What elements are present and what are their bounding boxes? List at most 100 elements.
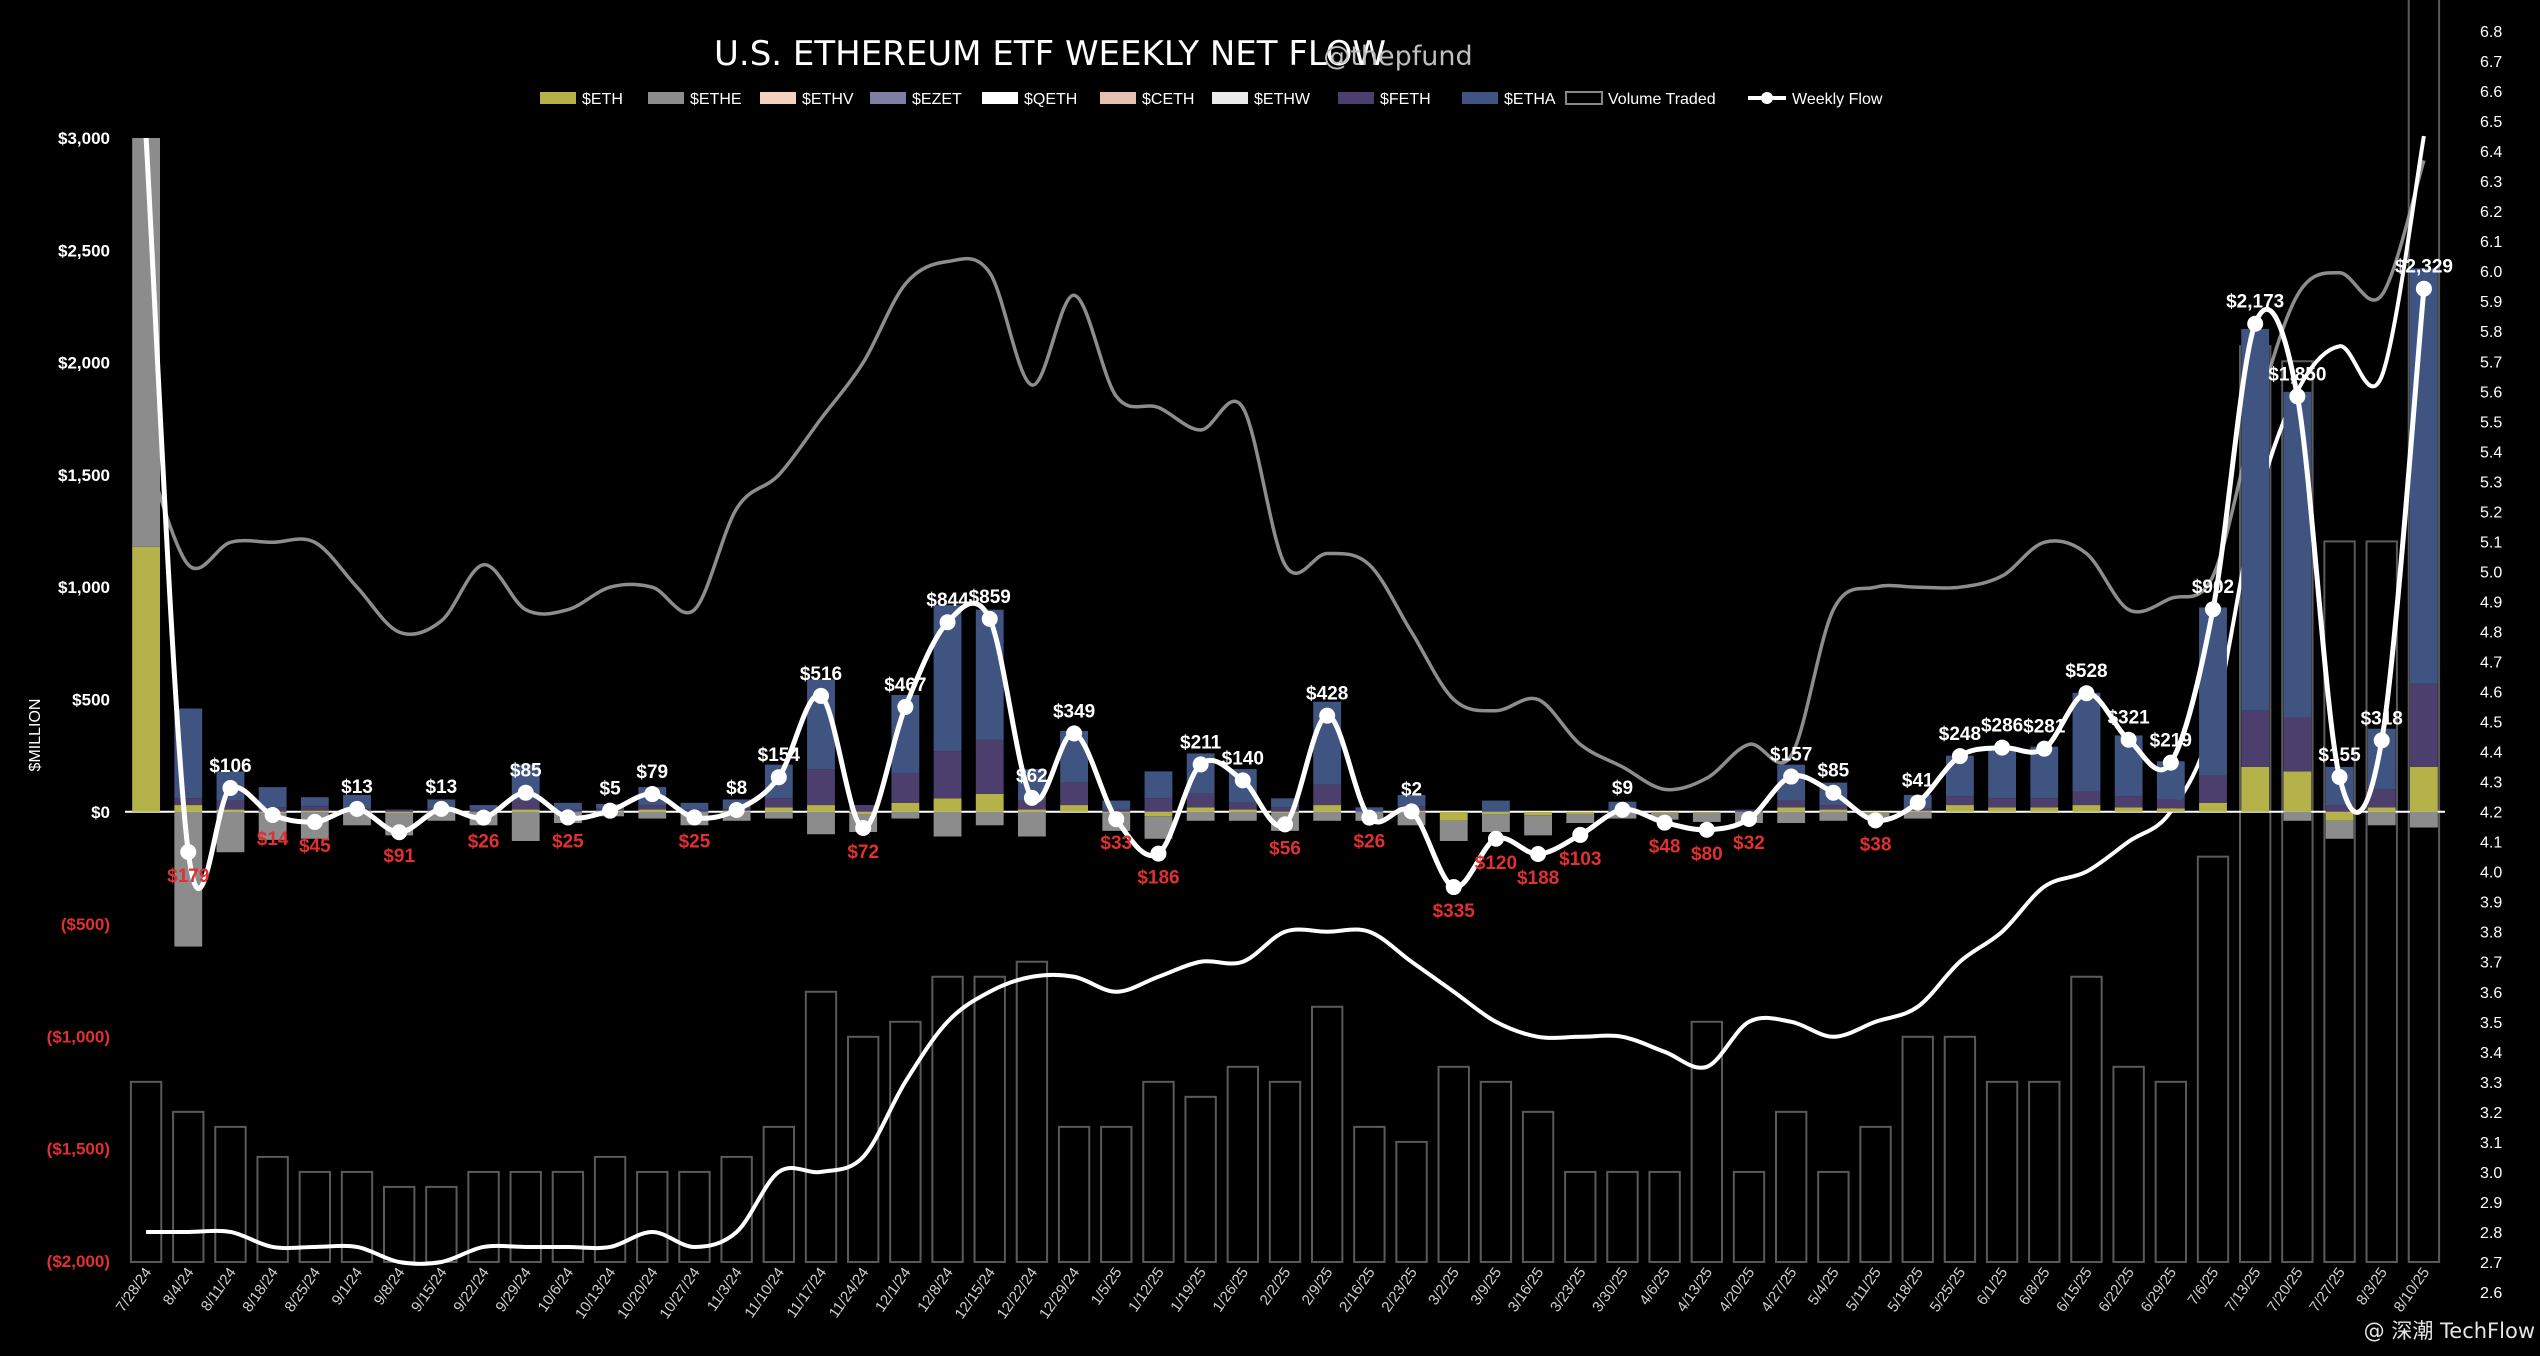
weekly-flow-point xyxy=(981,610,998,627)
bar-ethe xyxy=(975,811,1004,826)
bar-etha xyxy=(1397,794,1426,807)
bar-etha xyxy=(2409,268,2438,684)
y2-tick-label: 6.5 xyxy=(2480,114,2502,131)
x-tick-label: 6/22/25 xyxy=(2095,1265,2138,1316)
volume-bar xyxy=(551,1170,585,1263)
volume-bar xyxy=(2323,540,2356,1263)
flow-data-label: $41 xyxy=(1902,771,1934,792)
bar-feth xyxy=(2114,796,2143,808)
weekly-flow-point xyxy=(433,800,450,817)
volume-bar xyxy=(1859,1125,1892,1263)
weekly-flow-point xyxy=(1572,826,1589,843)
bar-ethe xyxy=(2409,811,2438,828)
bar-ethe xyxy=(891,811,920,819)
volume-bar xyxy=(973,975,1006,1263)
flow-data-label: $186 xyxy=(1137,868,1179,889)
y-axis-right: 6.8 6.7 6.6 6.5 6.4 6.3 6.2 6.1 6.0 5.9 5.8 5.7 5.6 5… xyxy=(2480,24,2502,1302)
bar-eth xyxy=(2283,771,2312,812)
y2-tick-label: 3.3 xyxy=(2480,1075,2502,1092)
bar-eth xyxy=(1439,811,1468,821)
y2-tick-label: 2.8 xyxy=(2480,1225,2502,1242)
volume-bar xyxy=(1648,1170,1681,1263)
bar-etha xyxy=(1481,800,1510,812)
bar-ethe xyxy=(343,811,371,826)
y2-tick-label: 2.7 xyxy=(2480,1255,2502,1272)
x-tick-label: 9/15/24 xyxy=(408,1265,451,1316)
flow-data-label: $155 xyxy=(2318,745,2361,766)
flow-data-label: $26 xyxy=(1354,832,1386,853)
bar-eth xyxy=(1988,807,2017,812)
bar-eth xyxy=(300,810,329,812)
bar-eth xyxy=(2409,766,2438,812)
y2-tick-label: 2.6 xyxy=(2480,1285,2502,1302)
y2-tick-label: 3.0 xyxy=(2480,1165,2502,1182)
weekly-flow-point xyxy=(1783,768,1800,785)
weekly-flow-point xyxy=(559,809,576,826)
bar-eth xyxy=(2030,807,2059,812)
flow-data-label: $349 xyxy=(1053,701,1095,722)
legend-label: $ETHE xyxy=(690,91,742,108)
volume-bar xyxy=(1479,1080,1513,1263)
x-tick-label: 6/8/25 xyxy=(2016,1265,2054,1309)
legend-label: $CETH xyxy=(1142,91,1194,108)
volume-bar xyxy=(1184,1095,1217,1263)
cumulative-line-layer xyxy=(146,135,2426,1266)
y2-tick-label: 6.3 xyxy=(2480,174,2502,191)
x-tick-label: 2/9/25 xyxy=(1299,1265,1337,1309)
bar-feth xyxy=(216,800,245,810)
x-tick-label: 5/4/25 xyxy=(1805,1265,1843,1309)
bar-etha xyxy=(1102,800,1131,810)
volume-bar xyxy=(678,1170,711,1263)
chart-title-text: U.S. ETHEREUM ETF WEEKLY NET FLOW xyxy=(714,34,1386,74)
bar-eth xyxy=(2325,811,2354,821)
bar-eth xyxy=(216,809,245,812)
flow-data-label: $467 xyxy=(884,675,926,696)
bar-etha xyxy=(975,609,1004,740)
bar-ethe xyxy=(1144,816,1173,839)
bar-etha xyxy=(553,802,582,810)
weekly-flow-point xyxy=(1319,707,1336,724)
volume-bar xyxy=(1985,1080,2019,1263)
x-tick-label: 7/28/24 xyxy=(113,1265,156,1316)
x-tick-label: 8/18/24 xyxy=(239,1265,282,1316)
volume-bar xyxy=(1690,1020,1724,1263)
flow-data-label: $25 xyxy=(679,831,711,852)
y-tick-label: ($500) xyxy=(61,915,110,934)
x-tick-label: 5/11/25 xyxy=(1843,1265,1885,1315)
bar-ethe xyxy=(1903,811,1932,819)
y2-tick-label: 4.3 xyxy=(2480,775,2502,792)
flow-data-label: $62 xyxy=(1016,766,1048,787)
volume-bar xyxy=(2112,1065,2145,1263)
x-tick-label: 7/6/25 xyxy=(2184,1265,2222,1309)
y2-tick-label: 4.0 xyxy=(2480,865,2502,882)
x-tick-label: 1/26/25 xyxy=(1209,1265,1252,1316)
bar-ethe xyxy=(638,811,667,819)
bar-feth xyxy=(1102,809,1131,812)
x-tick-label: 11/10/24 xyxy=(741,1265,788,1322)
weekly-flow-point xyxy=(264,806,281,823)
bar-eth xyxy=(1524,811,1553,816)
x-tick-label: 3/16/25 xyxy=(1505,1265,1548,1316)
bar-ethe xyxy=(1777,811,1806,824)
bar-eth xyxy=(1271,811,1299,813)
bar-eth xyxy=(1144,811,1173,817)
y2-tick-label: 6.8 xyxy=(2480,24,2502,41)
volume-bar xyxy=(2070,975,2103,1263)
bar-etha xyxy=(258,787,287,808)
bar-feth xyxy=(2030,798,2059,808)
legend-label: $FETH xyxy=(1380,91,1431,108)
volume-bar xyxy=(340,1170,374,1263)
bar-eth xyxy=(2241,766,2270,812)
volume-bar xyxy=(1606,1170,1639,1263)
flow-data-label: $2,173 xyxy=(2226,292,2284,313)
bar-feth xyxy=(385,809,414,812)
volume-bar xyxy=(593,1155,627,1263)
x-tick-label: 5/25/25 xyxy=(1927,1265,1970,1316)
x-tick-label: 6/29/25 xyxy=(2137,1265,2180,1316)
volume-bar xyxy=(636,1170,669,1263)
weekly-flow-point xyxy=(1487,830,1504,847)
bar-feth xyxy=(1945,796,1974,806)
flow-data-label: $211 xyxy=(1180,732,1222,753)
legend-swatch xyxy=(1100,92,1136,104)
x-tick-label: 8/3/25 xyxy=(2353,1265,2391,1309)
